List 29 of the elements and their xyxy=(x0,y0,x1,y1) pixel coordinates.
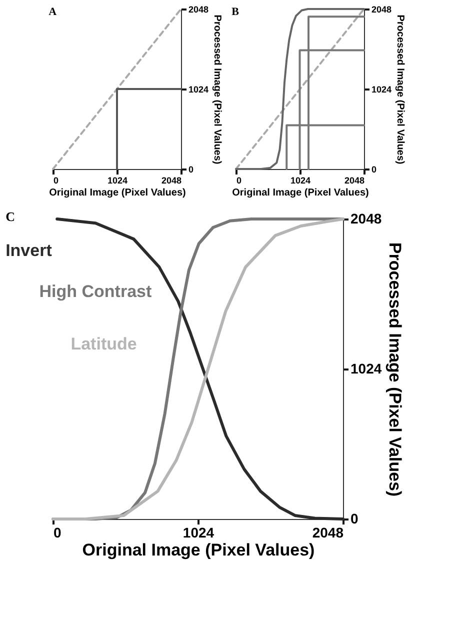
y-tick-label: 2048 xyxy=(188,4,209,14)
x-tick-label: 2048 xyxy=(312,524,344,540)
y-axis-title: Processed Image (Pixel Values) xyxy=(212,14,223,164)
y-tick-label: 1024 xyxy=(372,84,392,94)
x-tick-label: 1024 xyxy=(290,176,311,186)
x-tick-label: 1024 xyxy=(107,176,128,186)
text: Latitude xyxy=(70,334,137,354)
x-axis-title: Original Image (Pixel Values) xyxy=(232,188,369,198)
y-axis-title: Processed Image (Pixel Values) xyxy=(386,242,405,497)
x-axis-title: Original Image (Pixel Values) xyxy=(82,540,315,560)
chart-title: A xyxy=(48,6,57,18)
x-tick-label: 2048 xyxy=(344,176,364,186)
y-tick-label: 0 xyxy=(188,164,194,174)
x-tick-label: 0 xyxy=(54,176,59,186)
series-label: High Contrast xyxy=(39,282,152,301)
y-axis-title: Processed Image (Pixel Values) xyxy=(394,14,406,164)
x-tick-label: 2048 xyxy=(161,176,182,186)
series-label: Invert xyxy=(6,241,52,260)
y-tick-label: 2048 xyxy=(372,4,392,14)
y-tick-label: 1024 xyxy=(188,84,209,94)
y-tick-label: 1024 xyxy=(350,360,382,376)
x-tick-label: 0 xyxy=(236,176,242,186)
y-tick-label: 0 xyxy=(350,510,358,526)
x-tick-label: 0 xyxy=(54,524,62,540)
y-tick-label: 2048 xyxy=(350,210,382,226)
chart-title: C xyxy=(6,209,15,224)
chart-title: B xyxy=(232,6,240,18)
x-axis-title: Original Image (Pixel Values) xyxy=(49,188,186,198)
y-tick-label: 0 xyxy=(372,164,377,174)
